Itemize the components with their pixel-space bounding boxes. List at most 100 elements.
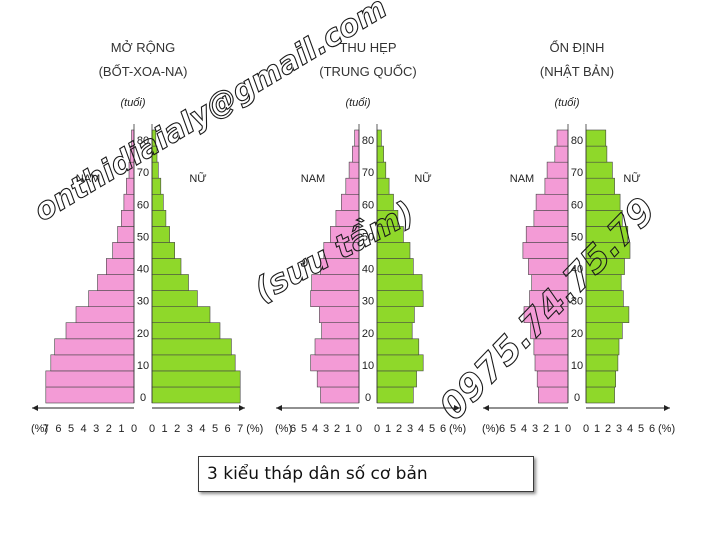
- x-tick-label-left: 4: [521, 423, 527, 435]
- chart-subtitle: (TRUNG QUỐC): [319, 64, 417, 79]
- female-bar: [585, 322, 623, 340]
- x-tick-label-right: 5: [638, 423, 644, 435]
- female-bar: [151, 258, 182, 275]
- x-tick-label-left: 0: [565, 423, 571, 435]
- male-bar: [97, 274, 135, 291]
- male-bar: [126, 177, 135, 195]
- male-bar: [106, 258, 135, 275]
- female-bar: [151, 322, 221, 340]
- female-bar: [151, 177, 162, 195]
- x-tick-label-right: 0: [374, 423, 380, 435]
- x-tick-label-right: 4: [199, 423, 205, 435]
- x-axis-left-arrow: [483, 405, 489, 411]
- caption-text: 3 kiểu tháp dân số cơ bản: [207, 464, 428, 484]
- x-tick-label-left: 5: [68, 423, 74, 435]
- age-tick-label: 10: [571, 360, 583, 372]
- x-tick-label-right: 1: [594, 423, 600, 435]
- male-bar: [525, 226, 569, 243]
- pyramid-chart-1: MỞ RỘNG(BỐT-XOA-NA)01020304050607080(tuổ…: [31, 40, 263, 435]
- percent-label-left: (%): [275, 423, 292, 435]
- male-label: NAM: [76, 173, 100, 185]
- female-label: NỮ: [189, 172, 206, 185]
- female-bar: [376, 177, 390, 195]
- x-tick-label-right: 1: [162, 423, 168, 435]
- x-tick-label-right: 6: [225, 423, 231, 435]
- male-bar: [352, 145, 360, 163]
- charts-layer: MỞ RỘNG(BỐT-XOA-NA)01020304050607080(tuổ…: [31, 40, 675, 435]
- age-tick-label: 80: [571, 135, 583, 147]
- age-tick-label: 40: [362, 264, 374, 276]
- female-bar: [585, 306, 630, 324]
- x-tick-label-left: 4: [312, 423, 318, 435]
- male-bar: [310, 290, 360, 308]
- female-bar: [585, 354, 619, 372]
- x-tick-label-left: 6: [55, 423, 61, 435]
- age-tick-label: 80: [137, 135, 149, 147]
- age-tick-label: 10: [362, 360, 374, 372]
- female-label: NỮ: [414, 172, 431, 185]
- female-bar: [585, 370, 617, 388]
- male-bar: [546, 161, 569, 179]
- chart-title: THU HẸP: [339, 40, 396, 55]
- age-tick-label: 20: [137, 328, 149, 340]
- male-bar: [556, 129, 569, 147]
- female-bar: [151, 242, 176, 259]
- male-bar: [536, 370, 569, 388]
- male-bar: [537, 386, 569, 404]
- x-tick-label-right: 3: [187, 423, 193, 435]
- female-bar: [376, 386, 414, 404]
- female-bar: [151, 386, 241, 404]
- caption-box: 3 kiểu tháp dân số cơ bản: [198, 456, 534, 492]
- male-bar: [310, 354, 360, 372]
- x-tick-label-left: 2: [334, 423, 340, 435]
- x-tick-label-right: 5: [429, 423, 435, 435]
- age-tick-label: 70: [362, 167, 374, 179]
- female-bar: [585, 161, 613, 179]
- age-tick-label: 10: [137, 360, 149, 372]
- pyramid-chart-2: THU HẸP(TRUNG QUỐC)01020304050607080(tuổ…: [275, 40, 466, 435]
- x-tick-label-right: 3: [616, 423, 622, 435]
- watermark-email: onthidiaialy@gmail.com: [28, 0, 393, 229]
- male-bar: [354, 129, 360, 147]
- female-bar: [151, 226, 170, 243]
- male-bar: [314, 338, 360, 356]
- x-axis-right-arrow: [664, 405, 670, 411]
- male-bar: [535, 193, 569, 211]
- x-tick-label-left: 3: [93, 423, 99, 435]
- x-tick-label-right: 7: [237, 423, 243, 435]
- male-bar: [316, 370, 360, 388]
- x-tick-label-left: 2: [106, 423, 112, 435]
- female-bar: [376, 290, 424, 308]
- x-tick-label-left: 7: [43, 423, 49, 435]
- age-tick-label: 20: [362, 328, 374, 340]
- chart-title: MỞ RỘNG: [111, 40, 176, 55]
- male-bar: [117, 226, 135, 243]
- female-bar: [151, 210, 167, 227]
- male-bar: [54, 338, 135, 356]
- male-bar: [534, 354, 569, 372]
- x-tick-label-right: 5: [212, 423, 218, 435]
- age-tick-label: 80: [362, 135, 374, 147]
- age-tick-label: 60: [571, 199, 583, 211]
- x-tick-label-right: 0: [583, 423, 589, 435]
- age-tick-label: 20: [571, 328, 583, 340]
- percent-label-left: (%): [31, 423, 48, 435]
- male-bar: [533, 210, 569, 227]
- x-tick-label-right: 2: [605, 423, 611, 435]
- age-tick-label: 30: [137, 296, 149, 308]
- male-bar: [348, 161, 360, 179]
- female-bar: [376, 306, 415, 324]
- female-bar: [151, 354, 236, 372]
- x-tick-label-right: 2: [396, 423, 402, 435]
- x-tick-label-right: 3: [407, 423, 413, 435]
- age-tick-label: 0: [574, 392, 580, 404]
- x-tick-label-left: 3: [323, 423, 329, 435]
- x-tick-label-left: 1: [554, 423, 560, 435]
- male-bar: [50, 354, 135, 372]
- male-bar: [321, 322, 360, 340]
- male-bar: [544, 177, 569, 195]
- female-bar: [151, 306, 211, 324]
- male-bar: [320, 386, 360, 404]
- male-bar: [45, 370, 135, 388]
